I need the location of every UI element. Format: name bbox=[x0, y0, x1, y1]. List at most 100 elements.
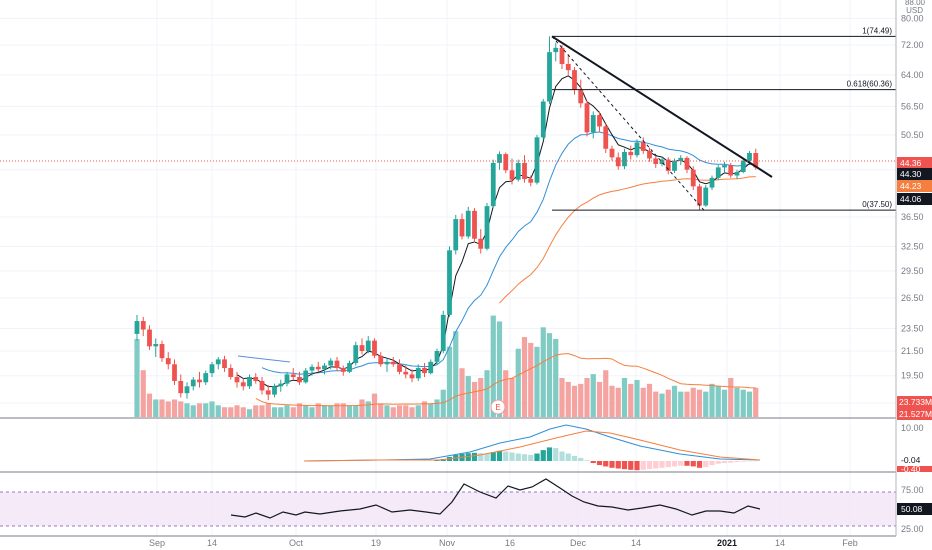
rsi-pane bbox=[0, 478, 896, 527]
volume-bar bbox=[640, 387, 646, 417]
candle-body bbox=[547, 52, 552, 102]
volume-tag-box bbox=[897, 408, 932, 420]
macd-histogram-bar bbox=[703, 461, 709, 468]
candle-body bbox=[459, 219, 465, 237]
volume-bar bbox=[165, 401, 171, 417]
volume-bar bbox=[196, 403, 203, 417]
volume-bar bbox=[621, 378, 628, 417]
candle-body bbox=[647, 150, 652, 159]
volume-bar bbox=[203, 403, 209, 417]
volume-bar bbox=[684, 391, 690, 417]
volume-bar bbox=[565, 381, 571, 417]
volume-bar bbox=[246, 409, 253, 417]
macd-pane bbox=[303, 424, 761, 471]
volume-bar bbox=[646, 383, 653, 417]
macd-histogram-bar bbox=[659, 461, 665, 468]
macd-histogram-bar bbox=[621, 461, 628, 470]
candle-body bbox=[247, 377, 252, 387]
candle-body bbox=[328, 360, 334, 366]
volume-bar bbox=[396, 405, 403, 417]
volume-bar bbox=[171, 399, 178, 417]
candle-body bbox=[509, 170, 515, 180]
candle-body bbox=[534, 137, 540, 183]
candle-body bbox=[740, 160, 746, 173]
candle-body bbox=[434, 350, 440, 362]
candle-body bbox=[565, 64, 571, 71]
candle-body bbox=[297, 377, 302, 383]
volume-bar bbox=[296, 403, 303, 417]
price-tag-box bbox=[897, 180, 932, 192]
macd-histogram-bar bbox=[671, 461, 678, 467]
volume-bar bbox=[428, 403, 434, 417]
candle-body bbox=[272, 386, 277, 395]
earnings-glyph: E bbox=[495, 403, 500, 412]
candle-body bbox=[403, 371, 409, 375]
rsi-band bbox=[0, 492, 896, 526]
macd-signal-tag-label: -0.40 bbox=[901, 464, 921, 474]
volume-tag-label: 21.527M bbox=[899, 409, 932, 419]
candle-body bbox=[690, 169, 696, 187]
candle-body bbox=[578, 89, 584, 104]
candle-body bbox=[197, 379, 202, 383]
candle-body bbox=[240, 382, 246, 387]
volume-bar bbox=[334, 403, 340, 417]
macd-histogram-bar bbox=[715, 461, 721, 464]
candle-body bbox=[472, 210, 477, 239]
volume-bar bbox=[596, 381, 603, 417]
candle-body bbox=[528, 179, 534, 183]
fib-level-label: 0.618(60.36) bbox=[847, 80, 893, 89]
time-axis-tick: Nov bbox=[439, 538, 456, 548]
candle-body bbox=[478, 238, 484, 249]
price-axis-tick: 23.50 bbox=[901, 323, 924, 333]
candle-body bbox=[728, 165, 734, 176]
volume-bar bbox=[503, 370, 509, 417]
volume-bar bbox=[321, 405, 328, 417]
candle-body bbox=[640, 142, 646, 151]
candle-body bbox=[522, 162, 527, 180]
volume-bar bbox=[590, 374, 596, 417]
candle-body bbox=[553, 47, 559, 53]
macd-tag-box bbox=[897, 454, 932, 466]
volume-bar bbox=[515, 348, 521, 417]
price-axis-partial-label: 88.00 bbox=[905, 0, 926, 7]
price-axis-tick: 29.50 bbox=[901, 266, 924, 276]
price-axis-tick: 36.50 bbox=[901, 212, 924, 222]
candle-body bbox=[409, 374, 415, 379]
candle-body bbox=[659, 159, 665, 165]
price-axis-tick: 32.50 bbox=[901, 241, 924, 251]
volume-bars bbox=[134, 315, 759, 417]
candle-body bbox=[165, 358, 171, 365]
macd-axis-tick: 10.00 bbox=[901, 423, 924, 433]
volume-bar bbox=[678, 391, 684, 417]
volume-bar bbox=[740, 389, 746, 417]
rsi-tag-box bbox=[897, 503, 932, 515]
volume-bar bbox=[353, 405, 359, 417]
volume-bar bbox=[540, 327, 546, 417]
candle-body bbox=[465, 210, 471, 237]
price-tag-label: 44.06 bbox=[900, 194, 922, 204]
earnings-icon[interactable] bbox=[490, 399, 506, 415]
candle-body bbox=[428, 361, 434, 374]
candle-body bbox=[322, 365, 327, 370]
volume-bar bbox=[403, 405, 409, 417]
volume-bar bbox=[284, 405, 290, 417]
candle-body bbox=[709, 177, 715, 188]
drawings[interactable]: 1(74.49) 0.618(60.36) 0(37.50) bbox=[0, 26, 896, 363]
candle-body bbox=[334, 360, 340, 369]
candle-body bbox=[634, 142, 640, 156]
candle-body bbox=[415, 368, 421, 379]
candle-body bbox=[653, 158, 659, 165]
volume-bar bbox=[553, 339, 559, 417]
price-axis-tick: 21.50 bbox=[901, 346, 924, 356]
volume-bar bbox=[340, 403, 346, 417]
candle-body bbox=[672, 160, 677, 171]
earnings-marker[interactable]: E bbox=[490, 399, 506, 415]
volume-bar bbox=[690, 387, 696, 417]
volume-bar bbox=[709, 383, 715, 417]
candle-body bbox=[503, 154, 509, 171]
candle-body bbox=[609, 148, 615, 158]
volume-bar bbox=[440, 389, 446, 417]
volume-bar bbox=[696, 389, 703, 417]
macd-histogram-bar bbox=[678, 461, 684, 466]
